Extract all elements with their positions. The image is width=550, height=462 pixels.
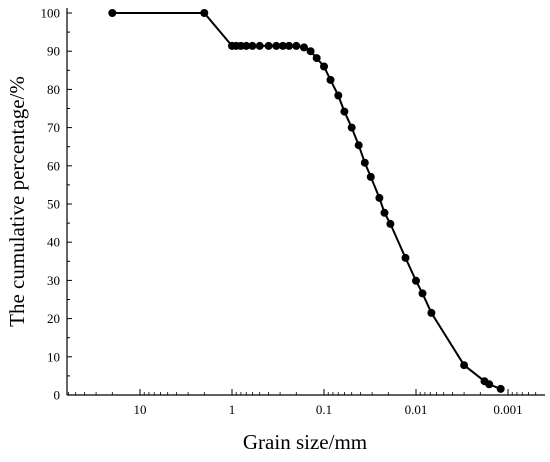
data-point — [347, 123, 356, 132]
data-point — [375, 193, 384, 202]
data-point — [285, 41, 293, 50]
data-point — [412, 276, 420, 285]
y-tick-label: 20 — [47, 311, 60, 326]
x-tick-label: 10 — [134, 402, 147, 417]
data-point — [427, 308, 436, 317]
y-tick-label: 70 — [47, 120, 60, 135]
data-point — [108, 9, 117, 17]
data-point — [242, 41, 251, 50]
data-point — [272, 41, 281, 50]
chart-axes — [66, 8, 545, 396]
y-tick-label: 40 — [47, 235, 60, 250]
y-tick-label: 100 — [41, 6, 61, 21]
data-point — [354, 141, 363, 150]
y-axis-ticks: 0 10 20 30 40 50 60 70 80 90 100 — [41, 6, 72, 403]
y-tick-label: 90 — [47, 44, 60, 59]
series-line — [112, 12, 502, 390]
y-tick-label: 80 — [47, 82, 60, 97]
data-point — [485, 380, 494, 389]
data-point — [255, 41, 264, 50]
data-series — [108, 9, 505, 393]
x-tick-label: 0.1 — [316, 402, 332, 417]
y-tick-label: 50 — [47, 197, 60, 212]
data-point — [401, 253, 410, 262]
data-point — [200, 9, 209, 17]
x-tick-label: 0.01 — [405, 402, 428, 417]
x-axis-ticks: 10 1 0.1 0.01 0.001 — [68, 389, 537, 417]
data-point — [292, 41, 301, 50]
y-tick-label: 0 — [54, 388, 61, 403]
data-point — [300, 43, 308, 52]
data-point — [360, 158, 369, 167]
data-point — [380, 208, 389, 217]
data-point — [418, 289, 427, 298]
data-point — [334, 91, 343, 100]
y-tick-label: 30 — [47, 273, 60, 288]
data-point — [306, 47, 315, 56]
data-point — [366, 172, 375, 181]
x-tick-label: 1 — [229, 402, 236, 417]
data-point — [340, 107, 349, 116]
data-point — [496, 384, 505, 393]
data-point — [326, 75, 335, 84]
data-point — [320, 62, 328, 71]
data-point — [386, 219, 395, 228]
data-point — [312, 54, 321, 63]
data-point — [264, 41, 273, 50]
data-point — [460, 361, 469, 370]
x-tick-label: 0.001 — [493, 402, 522, 417]
y-tick-label: 10 — [47, 349, 60, 364]
data-point — [278, 41, 287, 50]
data-point — [248, 41, 257, 50]
x-axis-title: Grain size/mm — [243, 430, 367, 454]
y-axis-title: The cumulative percentage/% — [5, 76, 29, 327]
y-tick-label: 60 — [47, 158, 60, 173]
